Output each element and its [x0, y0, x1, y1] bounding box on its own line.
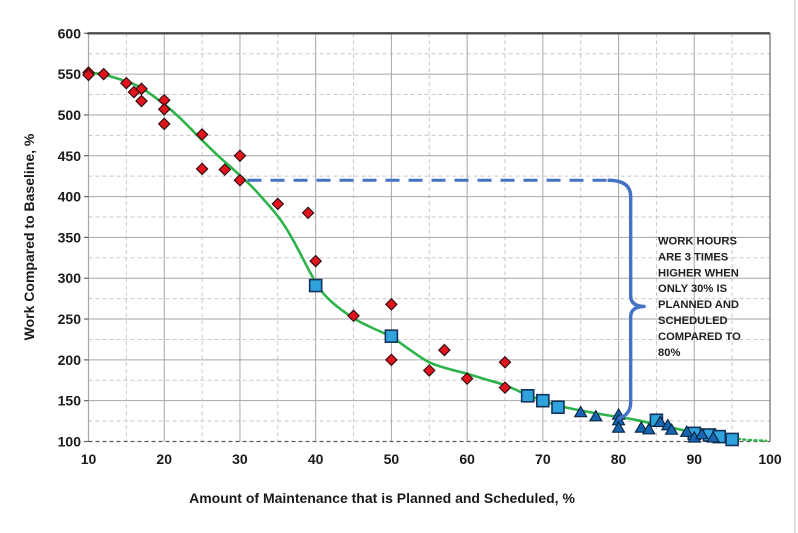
y-tick-label: 350 — [58, 229, 82, 245]
data-point-triangle — [641, 422, 656, 435]
data-point-diamond — [157, 102, 171, 116]
data-point-square — [725, 432, 739, 447]
x-tick-label: 30 — [232, 451, 248, 467]
data-point-square — [536, 393, 550, 408]
data-point-triangle — [694, 427, 709, 440]
y-tick-label: 100 — [58, 434, 82, 450]
annotation-line: HIGHER WHEN — [658, 267, 739, 279]
data-point-triangle — [653, 415, 668, 428]
x-tick-label: 40 — [308, 451, 324, 467]
data-point-square — [520, 388, 535, 403]
x-tick-label: 100 — [758, 451, 782, 467]
data-point-triangle — [634, 420, 649, 433]
y-tick-label: 250 — [58, 311, 82, 327]
data-point-triangle — [679, 425, 694, 437]
data-point-diamond — [135, 82, 148, 96]
x-axis-title: Amount of Maintenance that is Planned an… — [189, 490, 575, 506]
data-point-square — [308, 278, 323, 293]
data-point-diamond — [498, 381, 512, 394]
annotation-line: SCHEDULED — [658, 315, 728, 327]
data-point-diamond — [301, 206, 315, 220]
data-point-triangle — [706, 430, 721, 443]
x-tick-label: 50 — [384, 451, 400, 467]
x-tick-labels: 10 20 30 40 50 60 70 80 90 100 — [81, 451, 782, 467]
grid-major — [88, 33, 770, 442]
data-point-diamond — [347, 309, 360, 323]
data-point-square — [551, 400, 565, 415]
window-edge — [794, 0, 796, 533]
x-tick-label: 70 — [535, 451, 551, 467]
data-point-diamond — [385, 353, 398, 367]
x-tick-label: 10 — [81, 451, 97, 467]
y-tick-label: 450 — [58, 148, 82, 164]
annotation-line: COMPARED TO — [658, 331, 741, 343]
y-tick-label: 300 — [58, 270, 82, 286]
annotation-line: PLANNED AND — [658, 299, 739, 311]
y-tick-label: 550 — [58, 66, 82, 82]
data-point-diamond — [271, 197, 285, 211]
brace — [607, 178, 646, 420]
data-point-diamond — [309, 254, 323, 268]
data-point-diamond — [233, 173, 247, 187]
plot-border — [84, 32, 771, 443]
annotation-text: WORK HOURS ARE 3 TIMES HIGHER WHEN ONLY 30%… — [658, 236, 741, 359]
data-point-triangle — [588, 409, 603, 422]
x-tick-label: 80 — [611, 451, 627, 467]
data-point-diamond — [119, 76, 133, 90]
y-tick-labels: 100 150 200 250 300 350 400 450 500 550 600 — [58, 25, 82, 449]
y-axis-title: Work Compared to Baseline, % — [21, 133, 37, 341]
data-point-diamond — [157, 117, 171, 131]
y-tick-label: 200 — [58, 352, 82, 368]
data-point-diamond — [135, 94, 148, 108]
annotation-line: ONLY 30% IS — [658, 283, 728, 295]
x-tick-label: 90 — [686, 451, 702, 467]
y-tick-label: 150 — [58, 393, 82, 409]
data-point-triangle — [664, 422, 679, 435]
data-point-triangle — [611, 420, 626, 433]
data-point-diamond — [438, 343, 451, 357]
data-point-diamond — [460, 372, 474, 386]
data-point-diamond — [498, 355, 512, 369]
data-point-diamond — [195, 128, 209, 141]
annotation-line: WORK HOURS — [658, 236, 737, 248]
data-point-diamond — [82, 68, 95, 82]
data-point-diamond — [218, 163, 232, 177]
data-point-diamond — [385, 297, 398, 311]
data-point-square — [384, 329, 399, 343]
data-point-diamond — [195, 162, 209, 176]
y-tick-label: 600 — [58, 25, 82, 41]
annotation-line: ARE 3 TIMES — [658, 251, 729, 263]
x-tick-label: 20 — [156, 451, 172, 467]
y-tick-label: 400 — [58, 189, 82, 205]
annotation-line: 80% — [658, 347, 680, 359]
data-point-diamond — [422, 364, 436, 377]
x-tick-label: 60 — [459, 451, 475, 467]
data-point-diamond — [97, 67, 111, 81]
data-point-diamond — [233, 149, 247, 163]
y-tick-label: 500 — [58, 107, 82, 123]
series-blue-triangles — [573, 405, 721, 443]
series-red-diamonds — [82, 66, 512, 394]
data-point-triangle — [573, 405, 588, 418]
